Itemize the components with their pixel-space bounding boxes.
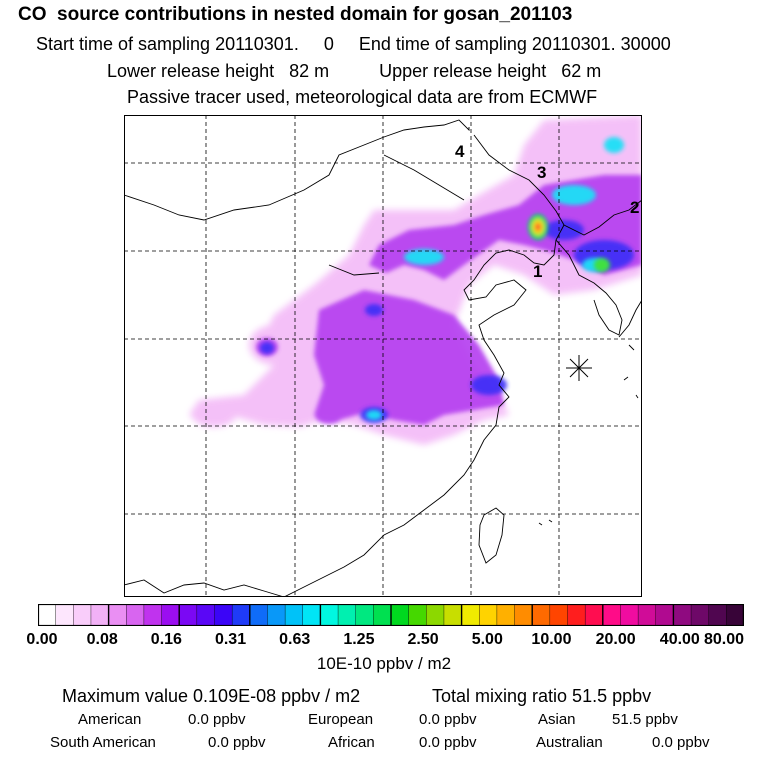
colorbar-swatch: [196, 604, 216, 626]
colorbar-tick-label: 0.16: [150, 631, 182, 648]
maximum-value: Maximum value 0.109E-08 ppbv / m2: [62, 686, 361, 706]
colorbar-swatch: [55, 604, 74, 626]
european-label: European: [308, 711, 374, 728]
coastlines: [124, 119, 642, 597]
colorbar-swatch: [267, 604, 286, 626]
colorbar-tick-label: 2.50: [407, 631, 439, 648]
african-value: 0.0 ppbv: [419, 734, 477, 751]
colorbar-tick-label: 0.63: [279, 631, 311, 648]
colorbar-swatch: [231, 604, 251, 626]
colorbar-swatch: [38, 604, 57, 626]
asterisk-receptor-icon: [566, 355, 592, 381]
american-value: 0.0 ppbv: [188, 711, 246, 728]
colorbar-swatch: [726, 604, 744, 626]
colorbar-swatch: [461, 604, 480, 626]
colorbar-swatch: [126, 604, 145, 626]
colorbar-swatch: [532, 604, 551, 626]
colorbar-tick-label: 0.08: [86, 631, 118, 648]
colorbar-swatch: [426, 604, 445, 626]
colorbar-swatch: [178, 604, 198, 626]
colorbar-swatch: [108, 604, 127, 626]
american-label: American: [78, 711, 142, 728]
colorbar-swatch: [567, 604, 586, 626]
south-american-value: 0.0 ppbv: [208, 734, 266, 751]
colorbar-swatch: [161, 604, 180, 626]
source-marker-1: 1: [533, 262, 542, 281]
colorbar-swatch: [479, 604, 498, 626]
asian-label: Asian: [538, 711, 576, 728]
colorbar-frame: [38, 604, 744, 626]
asian-value: 51.5 ppbv: [612, 711, 678, 728]
colorbar-swatch: [514, 604, 533, 626]
source-marker-4: 4: [455, 142, 465, 161]
colorbar-swatch: [214, 604, 233, 626]
colorbar-swatch: [690, 604, 710, 626]
total-mixing-ratio: Total mixing ratio 51.5 ppbv: [432, 686, 652, 706]
tracer-info: Passive tracer used, meteorological data…: [127, 87, 598, 107]
colorbar-swatch: [655, 604, 674, 626]
source-marker-3: 3: [537, 163, 546, 182]
source-marker-2: 2: [630, 198, 639, 217]
colorbar-tick-label: 80.00: [703, 631, 745, 648]
colorbar-swatch: [249, 604, 269, 626]
plume-hotspot: [528, 214, 610, 272]
colorbar-swatch: [602, 604, 622, 626]
colorbar-swatch: [443, 604, 463, 626]
graticule: [124, 115, 642, 597]
colorbar-swatch: [637, 604, 657, 626]
colorbar-tick-label: 20.00: [595, 631, 636, 648]
sampling-times: Start time of sampling 20110301. 0 End t…: [36, 34, 671, 54]
contribution-map: 1 2 3 4: [124, 115, 642, 597]
colorbar: [38, 604, 744, 626]
colorbar-swatch: [320, 604, 339, 626]
colorbar-swatch: [302, 604, 321, 626]
colorbar-swatch: [373, 604, 392, 626]
colorbar-swatch: [355, 604, 374, 626]
colorbar-swatch: [90, 604, 110, 626]
colorbar-units: 10E-10 ppbv / m2: [316, 654, 452, 673]
colorbar-tick-label: 10.00: [531, 631, 572, 648]
colorbar-swatch: [284, 604, 304, 626]
map-frame: [124, 115, 642, 597]
colorbar-swatch: [143, 604, 163, 626]
australian-label: Australian: [536, 734, 603, 751]
australian-value: 0.0 ppbv: [652, 734, 710, 751]
colorbar-tick-label: 5.00: [471, 631, 503, 648]
colorbar-tick-label: 0.31: [214, 631, 247, 648]
south-american-label: South American: [50, 734, 156, 751]
release-heights: Lower release height 82 m Upper release …: [107, 61, 602, 81]
colorbar-swatch: [708, 604, 727, 626]
colorbar-swatch: [496, 604, 516, 626]
european-value: 0.0 ppbv: [419, 711, 477, 728]
colorbar-tick-label: 0.00: [26, 631, 58, 648]
colorbar-swatch: [408, 604, 427, 626]
figure-title: CO source contributions in nested domain…: [18, 4, 573, 25]
colorbar-swatch: [620, 604, 639, 626]
colorbar-swatch: [73, 604, 92, 626]
colorbar-swatch: [673, 604, 692, 626]
plume-cyan: [366, 137, 624, 420]
colorbar-swatch: [549, 604, 569, 626]
colorbar-swatch: [584, 604, 604, 626]
colorbar-swatch: [390, 604, 410, 626]
colorbar-swatch: [337, 604, 357, 626]
colorbar-tick-label: 40.00: [659, 631, 700, 648]
colorbar-tick-label: 1.25: [343, 631, 375, 648]
african-label: African: [328, 734, 375, 751]
